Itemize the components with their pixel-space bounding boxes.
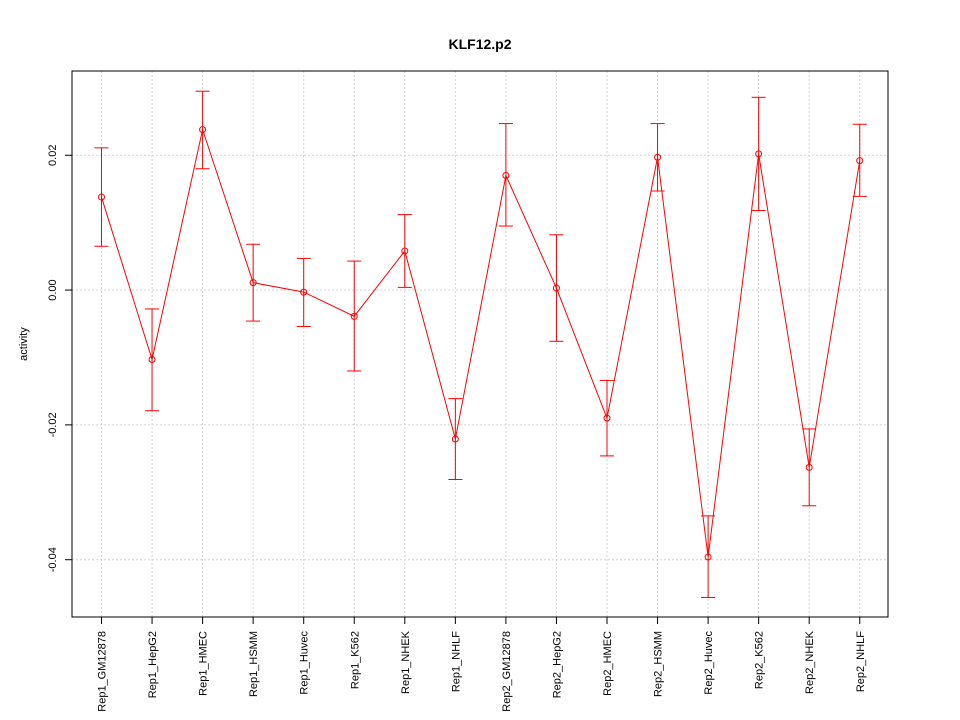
data-point <box>451 435 459 443</box>
x-tick-label: Rep2_Huvec <box>703 631 715 695</box>
x-tick-label: Rep2_HSMM <box>653 631 665 697</box>
error-bar <box>347 260 362 372</box>
data-point <box>502 171 510 179</box>
data-point <box>249 279 257 287</box>
x-tick-label: Rep1_NHEK <box>400 630 412 694</box>
error-bar <box>852 123 867 197</box>
x-tick-label: Rep2_GM12878 <box>501 631 513 712</box>
error-bar <box>751 96 766 212</box>
error-bar <box>498 123 513 227</box>
y-axis-label: activity <box>18 327 30 361</box>
data-point <box>300 288 308 296</box>
error-bar <box>802 428 817 507</box>
y-tick-label: 0.02 <box>47 145 59 166</box>
x-tick-label: Rep1_HSMM <box>248 631 260 697</box>
y-tick-label: 0.00 <box>47 279 59 300</box>
data-point <box>704 553 712 561</box>
x-tick-label: Rep1_Huvec <box>299 631 311 695</box>
data-point <box>350 312 358 320</box>
x-tick-label: Rep1_K562 <box>349 631 361 689</box>
error-bar <box>549 234 564 342</box>
plot-frame <box>71 70 889 618</box>
x-tick-label: Rep1_HMEC <box>198 631 210 696</box>
data-point <box>654 153 662 161</box>
data-point <box>805 463 813 471</box>
chart-title: KLF12.p2 <box>448 36 511 52</box>
grid <box>72 71 888 617</box>
error-bar <box>145 308 160 412</box>
x-tick-label: Rep2_NHLF <box>855 631 867 692</box>
series-line <box>101 127 861 558</box>
error-bar <box>94 147 109 247</box>
axes: Rep1_GM12878 Rep1_HepG2 Rep1_HMEC Rep1_HSMM… <box>47 145 867 712</box>
error-bar <box>296 257 311 327</box>
x-tick-label: Rep2_HepG2 <box>551 631 563 698</box>
x-tick-label: Rep2_NHEK <box>804 630 816 694</box>
x-tick-label: Rep2_HMEC <box>602 631 614 696</box>
error-bar <box>246 243 261 322</box>
x-tick-label: Rep2_K562 <box>754 631 766 689</box>
data-point <box>199 126 207 134</box>
error-bar <box>650 123 665 192</box>
data-point <box>755 150 763 158</box>
error-bar <box>701 515 716 598</box>
data-point <box>401 247 409 255</box>
data-point <box>148 356 156 364</box>
data-point <box>856 157 864 165</box>
x-tick-label: Rep1_GM12878 <box>97 631 109 712</box>
data-point <box>98 193 105 201</box>
data-point <box>603 414 611 422</box>
x-tick-label: Rep1_NHLF <box>450 631 462 692</box>
data-point <box>552 284 560 292</box>
y-tick-label: -0.04 <box>47 547 59 572</box>
error-bar <box>195 90 210 170</box>
error-bar <box>397 214 412 288</box>
x-tick-label: Rep1_HepG2 <box>147 631 159 698</box>
y-tick-label: -0.02 <box>47 412 59 437</box>
error-bar <box>600 379 614 457</box>
error-bar <box>448 398 463 480</box>
series <box>94 90 867 598</box>
